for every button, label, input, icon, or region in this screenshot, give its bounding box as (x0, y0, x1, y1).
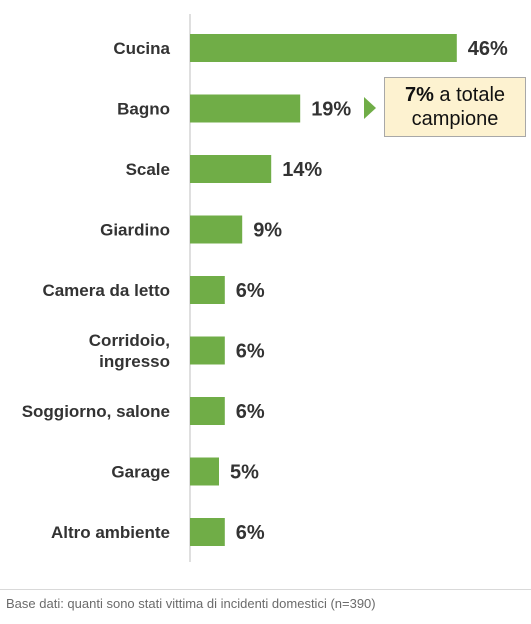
callout-arrow (364, 97, 376, 119)
bars-layer: 46% Cucina 19% Bagno 14% Scale 9% Giardino 6% Cam… (22, 34, 508, 546)
category-label: Garage (111, 463, 170, 482)
category-label: Soggiorno, salone (22, 402, 170, 421)
value-label: 9% (253, 220, 282, 242)
bar (190, 397, 225, 425)
value-label: 5% (230, 462, 259, 484)
category-label: Altro ambiente (51, 523, 170, 542)
category-label: Scale (126, 160, 170, 179)
value-label: 14% (282, 159, 322, 181)
bar (190, 276, 225, 304)
category-label: Cucina (113, 39, 170, 58)
value-label: 6% (236, 341, 265, 363)
bar-chart: 46% Cucina 19% Bagno 14% Scale 9% Giardino 6% Cam… (22, 14, 508, 562)
value-label: 6% (236, 280, 265, 302)
annotation-value: 7% (404, 84, 434, 106)
bar (190, 155, 272, 183)
category-label: Giardino (100, 221, 170, 240)
bar (190, 457, 219, 486)
value-label: 19% (311, 99, 351, 121)
footnote: Base dati: quanti sono stati vittima di … (0, 589, 531, 624)
bar (190, 518, 225, 546)
value-label: 46% (468, 38, 508, 60)
category-label: Camera da letto (42, 281, 170, 300)
category-label: Corridoio, ingresso (89, 331, 170, 371)
category-label: Bagno (117, 100, 170, 119)
bar (190, 94, 301, 123)
annotation-text: a totale campione (411, 84, 506, 130)
value-label: 6% (236, 522, 265, 544)
bar (190, 215, 243, 244)
annotation-callout: 7% a totale campione (384, 77, 526, 137)
bar (190, 336, 225, 365)
value-label: 6% (236, 401, 265, 423)
bar (190, 34, 457, 62)
